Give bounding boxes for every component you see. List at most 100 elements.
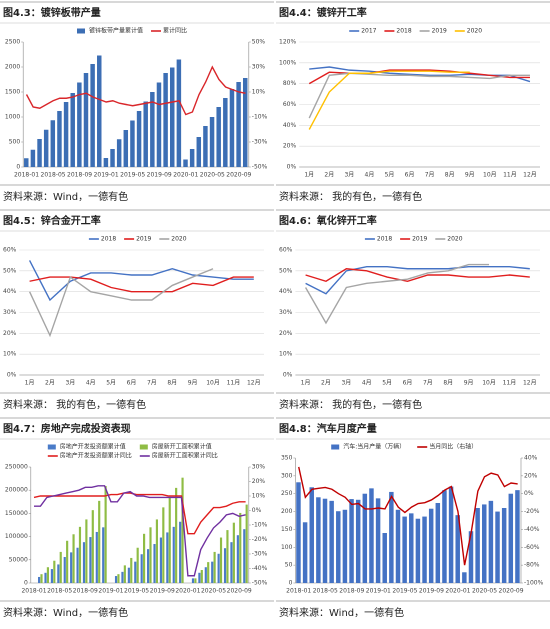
x-tick-label: 2020-05 bbox=[200, 172, 225, 179]
series-line bbox=[28, 268, 214, 338]
bar bbox=[44, 572, 47, 583]
x-tick-label: 2月 bbox=[45, 380, 55, 387]
bar bbox=[216, 107, 221, 167]
legend-label: 镀锌板带产量累计值 bbox=[89, 27, 143, 35]
y-tick-label: 50% bbox=[3, 267, 17, 274]
bar bbox=[70, 93, 75, 167]
bar bbox=[382, 533, 387, 583]
y-tick-label: 10% bbox=[3, 351, 17, 358]
y-tick-label: 300 bbox=[281, 472, 293, 479]
bar bbox=[475, 508, 480, 583]
bar bbox=[104, 486, 107, 583]
bar bbox=[130, 557, 133, 583]
bar bbox=[468, 531, 474, 583]
x-tick-label: 2019-01 bbox=[366, 588, 391, 595]
legend-swatch bbox=[47, 444, 56, 450]
bar bbox=[198, 572, 201, 583]
x-tick-label: 12月 bbox=[247, 380, 261, 387]
bar bbox=[172, 526, 175, 583]
source-note: 资料来源： 我的有色，一德有色 bbox=[279, 398, 422, 411]
panel-title: 图4.5：锌合金开工率 bbox=[3, 214, 101, 227]
x-tick-label: 2020-09 bbox=[226, 172, 251, 179]
y-tick-label: 250000 bbox=[5, 464, 28, 471]
y2-tick-label: -10% bbox=[252, 522, 268, 529]
bar bbox=[229, 89, 235, 167]
legend-label: 2018 bbox=[377, 236, 392, 243]
bar bbox=[103, 158, 109, 167]
bar bbox=[232, 522, 235, 583]
bar bbox=[63, 557, 66, 583]
bar bbox=[219, 537, 223, 583]
bar bbox=[163, 73, 168, 167]
bar bbox=[50, 120, 56, 167]
x-tick-label: 7月 bbox=[147, 380, 157, 387]
x-tick-label: 2019-01 bbox=[98, 588, 123, 595]
bar bbox=[97, 55, 102, 167]
y-tick-label: 200000 bbox=[5, 487, 28, 494]
series-line bbox=[304, 263, 490, 325]
bar bbox=[40, 574, 43, 583]
legend-label: 2017 bbox=[361, 28, 376, 35]
bar bbox=[162, 507, 165, 583]
x-tick-label: 2019-05 bbox=[124, 588, 149, 595]
legend-label: 房地产开发投资额累计同比 bbox=[60, 452, 132, 460]
x-tick-label: 2018-05 bbox=[47, 588, 72, 595]
bar bbox=[82, 542, 86, 583]
y-tick-label: 0% bbox=[283, 372, 293, 379]
bar bbox=[166, 532, 169, 583]
legend-label: 2019 bbox=[432, 28, 447, 35]
x-tick-label: 2018-09 bbox=[67, 172, 92, 179]
y2-tick-label: 10% bbox=[252, 493, 266, 500]
x-tick-label: 4月 bbox=[365, 172, 375, 179]
bar bbox=[316, 497, 321, 583]
x-tick-label: 4月 bbox=[362, 380, 372, 387]
x-tick-label: 1月 bbox=[304, 172, 314, 179]
bar bbox=[114, 576, 118, 583]
x-tick-label: 8月 bbox=[445, 172, 455, 179]
series-line bbox=[28, 260, 254, 302]
panel-title: 图4.8：汽车月度产量 bbox=[279, 422, 377, 435]
bar bbox=[70, 552, 73, 583]
bar bbox=[37, 139, 42, 167]
x-tick-label: 2018-05 bbox=[41, 172, 66, 179]
bar bbox=[91, 510, 94, 583]
x-tick-label: 10月 bbox=[483, 172, 497, 179]
bar bbox=[189, 149, 195, 167]
bar bbox=[309, 487, 314, 583]
bar bbox=[355, 499, 361, 583]
y2-tick-label: -30% bbox=[252, 551, 268, 558]
y2-tick-label: 30% bbox=[252, 64, 266, 71]
y-tick-label: 350 bbox=[281, 455, 293, 462]
bar bbox=[72, 534, 75, 583]
bar bbox=[329, 500, 334, 583]
bar bbox=[239, 512, 242, 583]
bar bbox=[402, 516, 407, 583]
bar bbox=[448, 486, 454, 583]
bar bbox=[196, 137, 202, 167]
bar bbox=[168, 497, 171, 583]
legend-label: 房屋新开工面积累计同比 bbox=[152, 452, 218, 460]
bar bbox=[442, 490, 447, 583]
x-tick-label: 1月 bbox=[25, 380, 35, 387]
y2-tick-label: -40% bbox=[524, 526, 540, 533]
bar bbox=[155, 519, 158, 583]
y2-tick-label: 30% bbox=[252, 464, 266, 471]
bar bbox=[508, 493, 514, 583]
legend-label: 2018 bbox=[101, 236, 116, 243]
bar bbox=[110, 149, 115, 167]
bar bbox=[204, 567, 207, 583]
y2-tick-label: -80% bbox=[524, 562, 540, 569]
y2-tick-label: -100% bbox=[524, 580, 544, 587]
y2-tick-label: -50% bbox=[252, 580, 268, 587]
bar bbox=[200, 570, 203, 583]
bar bbox=[336, 511, 341, 583]
x-tick-label: 2020-01 bbox=[175, 588, 200, 595]
bar bbox=[143, 101, 148, 167]
y2-tick-label: 50% bbox=[252, 39, 266, 46]
bar bbox=[123, 565, 126, 583]
bar bbox=[488, 500, 494, 583]
y-tick-label: 50000 bbox=[9, 556, 28, 563]
x-tick-label: 5月 bbox=[382, 380, 392, 387]
y-tick-label: 150 bbox=[281, 526, 293, 533]
bar bbox=[53, 560, 56, 583]
